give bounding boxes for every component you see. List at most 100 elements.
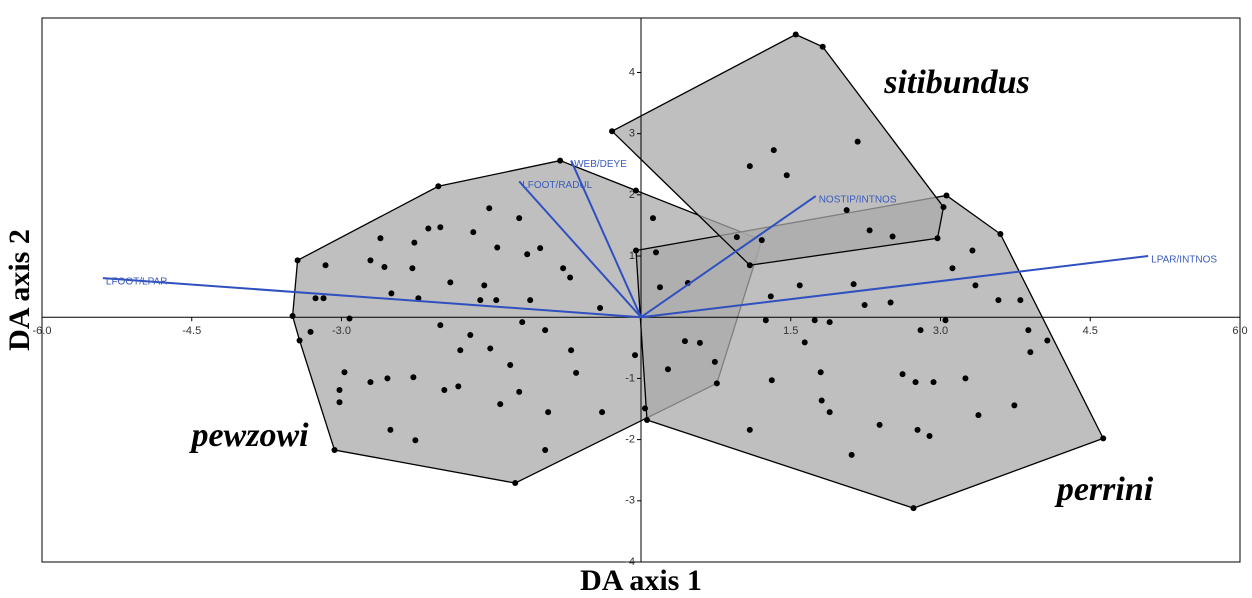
point [681,338,688,345]
point [1100,435,1107,442]
point [876,421,883,428]
y-tick-label: -2 [625,434,635,446]
point [861,301,868,308]
point [494,244,501,251]
point [1011,402,1018,409]
point [914,426,921,433]
point [331,447,338,454]
point [641,405,648,412]
point [887,299,894,306]
point [633,187,640,194]
x-axis-title: DA axis 1 [580,564,702,597]
loading-vector [570,160,642,318]
point [470,229,477,236]
loading-vector [640,195,817,319]
species-label: sitibundus [883,64,1030,101]
point [346,315,353,322]
point [912,379,919,386]
point [497,401,504,408]
point [758,237,765,244]
point [633,247,640,254]
point [322,262,329,269]
point [447,279,454,286]
point [542,447,549,454]
point [792,31,799,38]
point [609,128,616,135]
point [819,43,826,50]
vector-label: NOSTIP/INTNOS [819,195,897,206]
point [656,284,663,291]
point [557,157,564,164]
point [437,224,444,231]
point [336,387,343,394]
point [910,505,917,512]
loading-vector [518,180,642,318]
point [481,282,488,289]
vector-label: LFOOT/RADUL [522,180,592,191]
point [942,317,949,324]
y-tick-label: 4 [629,66,635,78]
point [818,397,825,404]
point [1027,349,1034,356]
point [516,388,523,395]
vector-label: LPAR/INTNOS [1151,255,1217,266]
point [341,369,348,376]
vector-label: LFOOT/LPAR [106,277,168,288]
y-tick-label: -4 [625,556,635,568]
point [415,295,422,302]
point [746,163,753,170]
point [411,239,418,246]
point [930,379,937,386]
point [649,215,656,222]
point [519,319,526,326]
x-tick-label: -4.5 [182,325,201,337]
point [573,369,580,376]
point [493,297,500,304]
point [487,345,494,352]
point [441,387,448,394]
point [796,282,803,289]
point [367,257,374,264]
point [733,234,740,241]
x-tick-label: 6.0 [1232,325,1247,337]
y-tick-label: 2 [629,189,635,201]
loading-vector [640,255,1149,319]
point [826,409,833,416]
point [387,426,394,433]
point [477,297,484,304]
y-axis-title: DA axis 2 [3,229,36,351]
point [826,319,833,326]
point [336,399,343,406]
point [940,204,947,211]
point [1044,337,1051,344]
point [435,183,442,190]
point [542,327,549,334]
point [899,371,906,378]
vector-label: WEB/DEYE [574,159,627,170]
point [850,281,857,288]
point [972,282,979,289]
point [783,172,790,179]
point [746,262,753,269]
point [409,265,416,272]
point [934,235,941,242]
point [632,352,639,359]
point [307,328,314,335]
x-tick-label: 4.5 [1083,325,1098,337]
point [969,247,976,254]
point [455,383,462,390]
point [388,290,395,297]
point [917,327,924,334]
point [975,412,982,419]
point [597,305,604,312]
point [696,339,703,346]
point [467,331,474,338]
point [545,409,552,416]
point [962,375,969,382]
y-tick-label: -3 [625,495,635,507]
loading-vector [102,277,642,319]
species-label: pewzowi [188,417,309,454]
point [410,374,417,381]
point [643,417,650,424]
point [294,257,301,264]
